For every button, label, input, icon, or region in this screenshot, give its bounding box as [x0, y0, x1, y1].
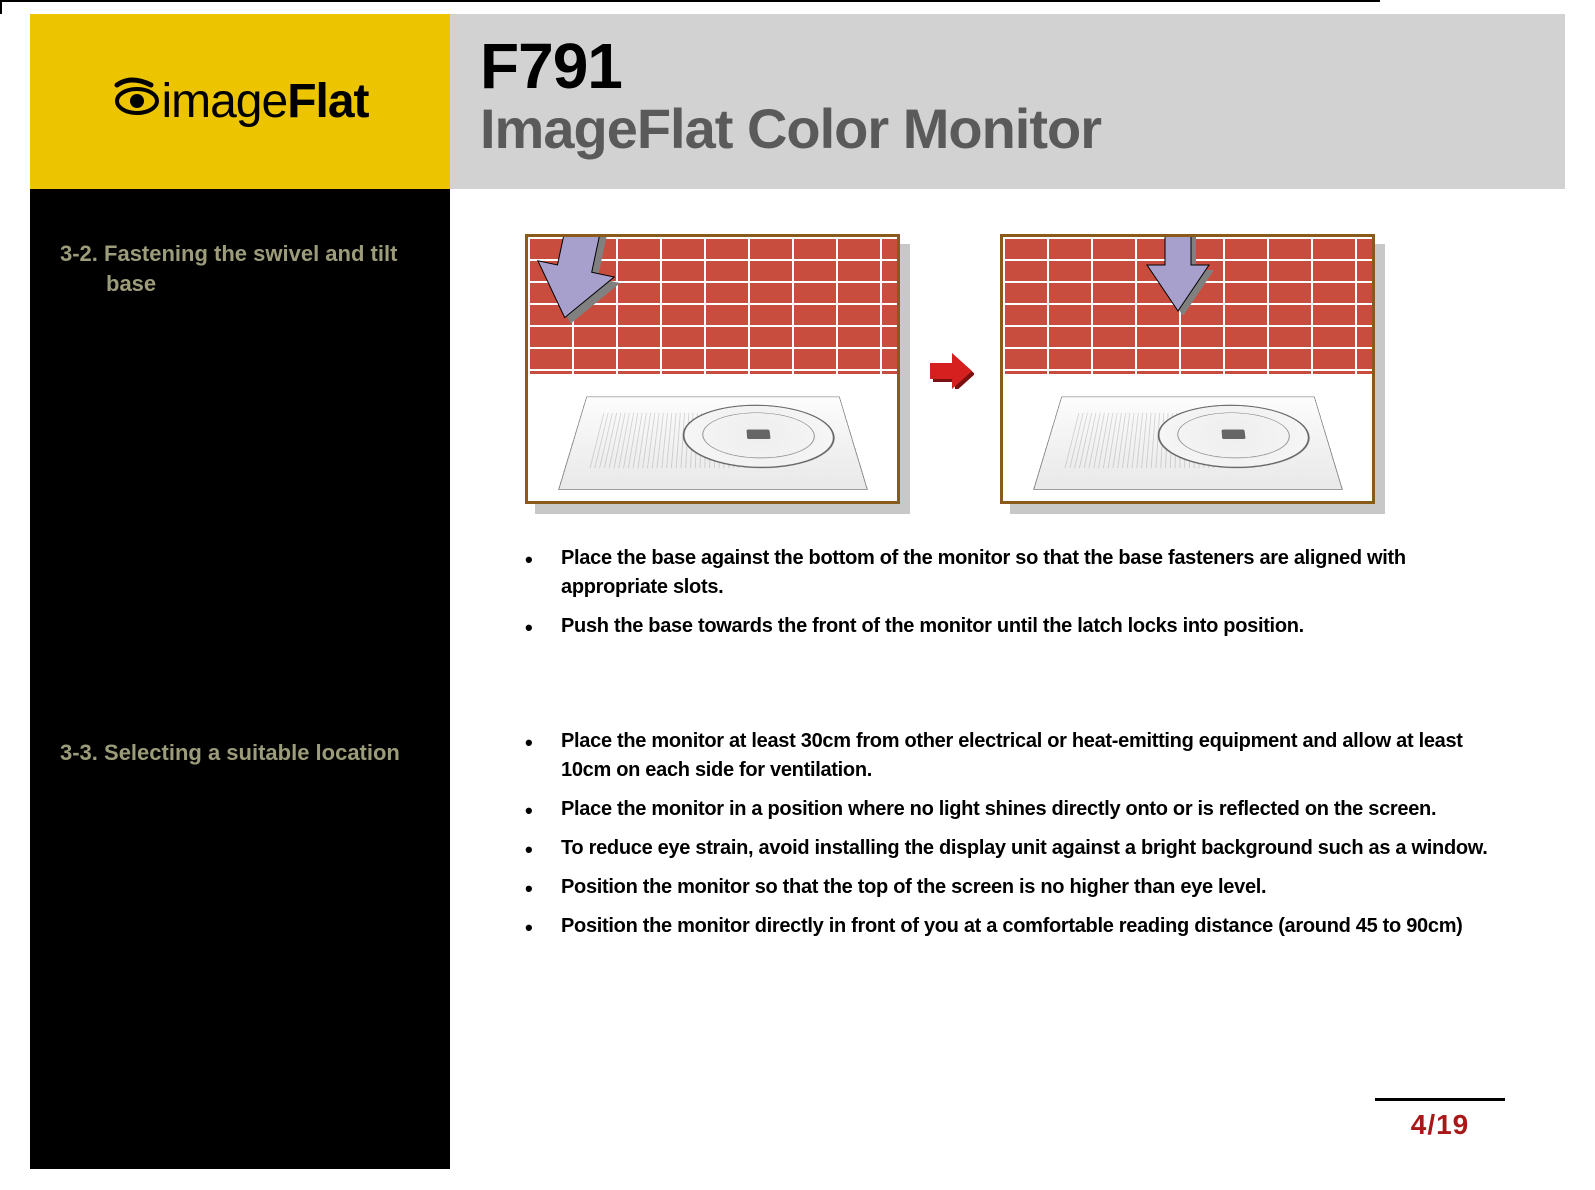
- product-subtitle: ImageFlat Color Monitor: [480, 98, 1535, 160]
- diagram-before: [525, 234, 900, 504]
- model-number: F791: [480, 34, 1535, 98]
- next-arrow-icon: [926, 349, 974, 389]
- header: F791 ImageFlat Color Monitor: [450, 14, 1565, 189]
- diagram-row: [505, 234, 1510, 504]
- sidebar: 3-2. Fastening the swivel and tilt base …: [30, 189, 450, 1169]
- bullet-item: Place the base against the bottom of the…: [525, 544, 1510, 602]
- bullet-item: Place the monitor in a position where no…: [525, 795, 1510, 824]
- bullet-item: Push the base towards the front of the m…: [525, 612, 1510, 641]
- section-1-bullets: Place the base against the bottom of the…: [505, 544, 1510, 641]
- logo-text-first: image: [161, 75, 287, 128]
- bullet-item: Position the monitor so that the top of …: [525, 873, 1510, 902]
- bullet-item: Position the monitor directly in front o…: [525, 912, 1510, 941]
- logo-block: imageFlat: [30, 14, 450, 189]
- bullet-item: Place the monitor at least 30cm from oth…: [525, 727, 1510, 785]
- bullet-item: To reduce eye strain, avoid installing t…: [525, 834, 1510, 863]
- brand-logo: imageFlat: [111, 74, 368, 129]
- arrow-down-icon: [1143, 234, 1213, 315]
- page-number: 4/19: [1375, 1098, 1505, 1141]
- sidebar-heading-2: 3-3. Selecting a suitable location: [60, 738, 420, 768]
- section-2-bullets: Place the monitor at least 30cm from oth…: [505, 727, 1510, 941]
- page-edge: [0, 0, 1380, 14]
- eye-icon: [111, 77, 159, 117]
- logo-text-bold: Flat: [287, 75, 368, 128]
- main-content: Place the base against the bottom of the…: [450, 189, 1565, 1169]
- sidebar-heading-1: 3-2. Fastening the swivel and tilt base: [60, 239, 420, 298]
- logo-text: imageFlat: [161, 74, 368, 129]
- arrow-down-icon: [536, 234, 626, 329]
- manual-page: imageFlat F791 ImageFlat Color Monitor 3…: [0, 0, 1595, 1190]
- diagram-after: [1000, 234, 1375, 504]
